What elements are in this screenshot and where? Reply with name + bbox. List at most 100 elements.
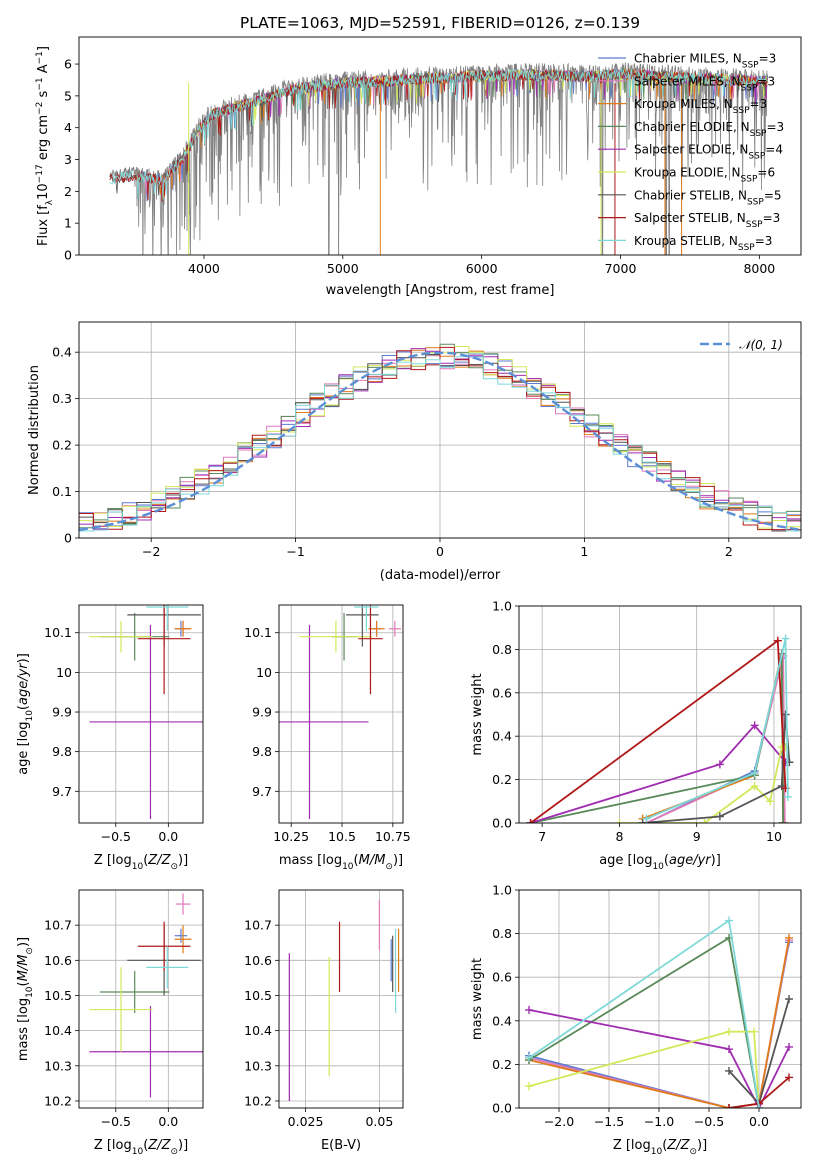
x-axis-label: Z [log10(Z/Z⊙)] (94, 1138, 188, 1157)
x-tick-label: 8 (615, 829, 623, 844)
x-tick-label: −0.5 (101, 829, 131, 844)
y-tick-label: 0 (64, 531, 72, 546)
marker-kroupa-elodie (615, 819, 624, 823)
y-tick-label: 0.4 (52, 345, 72, 360)
x-tick-label: 0.0 (749, 1114, 769, 1129)
y-tick-label: 10.1 (44, 625, 72, 640)
marker-kroupa-miles (785, 933, 793, 942)
x-tick-label: 0.025 (288, 1114, 324, 1129)
x-tick-label: 5000 (327, 261, 359, 276)
marker-kroupa-elodie (525, 1082, 533, 1091)
y-tick-label: 0 (64, 248, 72, 263)
marker-kroupa-stelib (525, 1053, 533, 1062)
x-tick-label: 2 (725, 544, 733, 559)
marker-chabrier-elodie (779, 819, 788, 823)
legend-label-kroupa-miles: Kroupa MILES, NSSP=3 (634, 97, 767, 116)
y-tick-label: 0.0 (492, 1101, 512, 1116)
marker-kroupa-elodie (750, 782, 759, 791)
series-salpeter-miles (646, 655, 786, 823)
legend-label-salpeter-elodie: Salpeter ELODIE, NSSP=4 (634, 143, 783, 162)
y-tick-label: 9.7 (252, 784, 272, 799)
marker-kroupa-stelib (755, 1104, 763, 1108)
legend-label-salpeter-miles: Salpeter MILES, NSSP=3 (634, 74, 775, 93)
age-mass-panel: 10.25 10.5 10.75 9.7 9.8 9.9 10 10.1 mass [log10… (244, 604, 411, 872)
y-tick-label: 0.4 (492, 729, 512, 744)
series-chabrier-stelib (642, 714, 791, 823)
x-tick-label: 1 (580, 544, 588, 559)
marker-kroupa-elodie (766, 797, 775, 806)
y-tick-label: 10.2 (44, 1093, 72, 1108)
series-chabrier-elodie (528, 936, 760, 1108)
y-tick-label: 10.7 (244, 918, 272, 933)
x-tick-label: 4000 (188, 261, 220, 276)
y-tick-label: 9.9 (52, 705, 72, 720)
marker-salpeter-elodie (785, 1042, 793, 1051)
y-tick-label: 0.2 (52, 438, 72, 453)
x-tick-label: 7 (538, 829, 546, 844)
y-tick-label: 10 (56, 665, 72, 680)
y-tick-label: 0.2 (492, 772, 512, 787)
y-axis-label: mass weight (470, 673, 485, 755)
y-tick-label: 10.4 (44, 1023, 72, 1038)
y-tick-label: 0.6 (492, 685, 512, 700)
x-tick-label: −1.5 (594, 1114, 624, 1129)
series-kroupa-elodie (528, 1030, 760, 1108)
y-tick-label: 1 (64, 216, 72, 231)
y-tick-label: 10.6 (244, 953, 272, 968)
legend-label-chabrier-elodie: Chabrier ELODIE, NSSP=3 (634, 120, 784, 139)
series-kroupa-elodie (619, 746, 786, 823)
figure-title: PLATE=1063, MJD=52591, FIBERID=0126, z=0… (240, 14, 640, 32)
y-tick-label: 0.0 (492, 816, 512, 831)
marker-salpeter-stelib (785, 1073, 793, 1082)
mass-Z-panel: −0.5 0.0 10.2 10.3 10.4 10.5 10.6 10.7 Z [log10(… (16, 889, 204, 1157)
age-Z-panel: −0.5 0.0 9.7 9.8 9.9 10 10.1 Z [log10(Z/Z⊙)] age… (16, 604, 204, 872)
legend-label-kroupa-elodie: Kroupa ELODIE, NSSP=6 (634, 166, 775, 185)
y-tick-label: 0.2 (492, 1057, 512, 1072)
y-tick-label: 0.4 (492, 1013, 512, 1028)
x-tick-label: −1.0 (644, 1114, 674, 1129)
legend-label-chabrier-miles: Chabrier MILES, NSSP=3 (634, 52, 776, 71)
y-tick-label: 1.0 (492, 883, 512, 898)
x-tick-label: 0.0 (158, 1114, 178, 1129)
mass-ebv-panel: 0.025 0.05 10.2 10.3 10.4 10.5 10.6 10.7 E(B-V) (244, 889, 404, 1153)
axes-frame (78, 604, 204, 824)
series-kroupa-stelib (646, 638, 789, 820)
y-tick-label: 9.9 (252, 705, 272, 720)
marker-salpeter-elodie (725, 1045, 733, 1054)
weight-Z-panel: −2.0 −1.5 −1.0 −0.5 0.0 0.0 0.2 0.4 0.6 0.8 1.0 mas… (470, 883, 802, 1157)
x-axis-label: Z [log10(Z/Z⊙)] (613, 1138, 707, 1157)
model-kroupa-stelib (109, 68, 769, 200)
y-tick-label: 10.1 (244, 625, 272, 640)
y-tick-label: 3 (64, 152, 72, 167)
y-tick-label: 0.8 (492, 642, 512, 657)
y-axis-label: Normed distribution (27, 365, 42, 495)
x-tick-label: 6000 (466, 261, 498, 276)
x-tick-label: −0.5 (101, 1114, 131, 1129)
histogram-salpeter-stelib (79, 346, 801, 531)
marker-kroupa-elodie (725, 1027, 733, 1036)
x-tick-label: −2 (142, 544, 160, 559)
x-tick-label: 10.75 (375, 829, 411, 844)
axes-frame (518, 605, 802, 824)
marker-kroupa-stelib (725, 916, 733, 925)
y-tick-label: 0.8 (492, 926, 512, 941)
legend-label-salpeter-stelib: Salpeter STELIB, NSSP=3 (634, 211, 780, 230)
marker-chabrier-stelib (781, 710, 790, 719)
axes-frame (278, 889, 404, 1109)
y-tick-label: 9.8 (252, 744, 272, 759)
marker-salpeter-stelib (725, 1104, 733, 1108)
marker-kroupa-stelib (781, 634, 790, 643)
y-tick-label: 2 (64, 184, 72, 199)
y-tick-label: 5 (64, 88, 72, 103)
x-axis-label: mass [log10(M/M⊙)] (279, 853, 403, 872)
marker-salpeter-miles (780, 819, 789, 823)
axes-frame (78, 889, 204, 1109)
marker-chabrier-stelib (715, 812, 724, 821)
x-tick-label: 10.5 (328, 829, 356, 844)
y-tick-label: 0.1 (52, 484, 72, 499)
marker-chabrier-stelib (785, 995, 793, 1003)
normal-curve (79, 351, 801, 532)
x-tick-label: −2.0 (544, 1114, 574, 1129)
x-tick-label: 10 (766, 829, 782, 844)
